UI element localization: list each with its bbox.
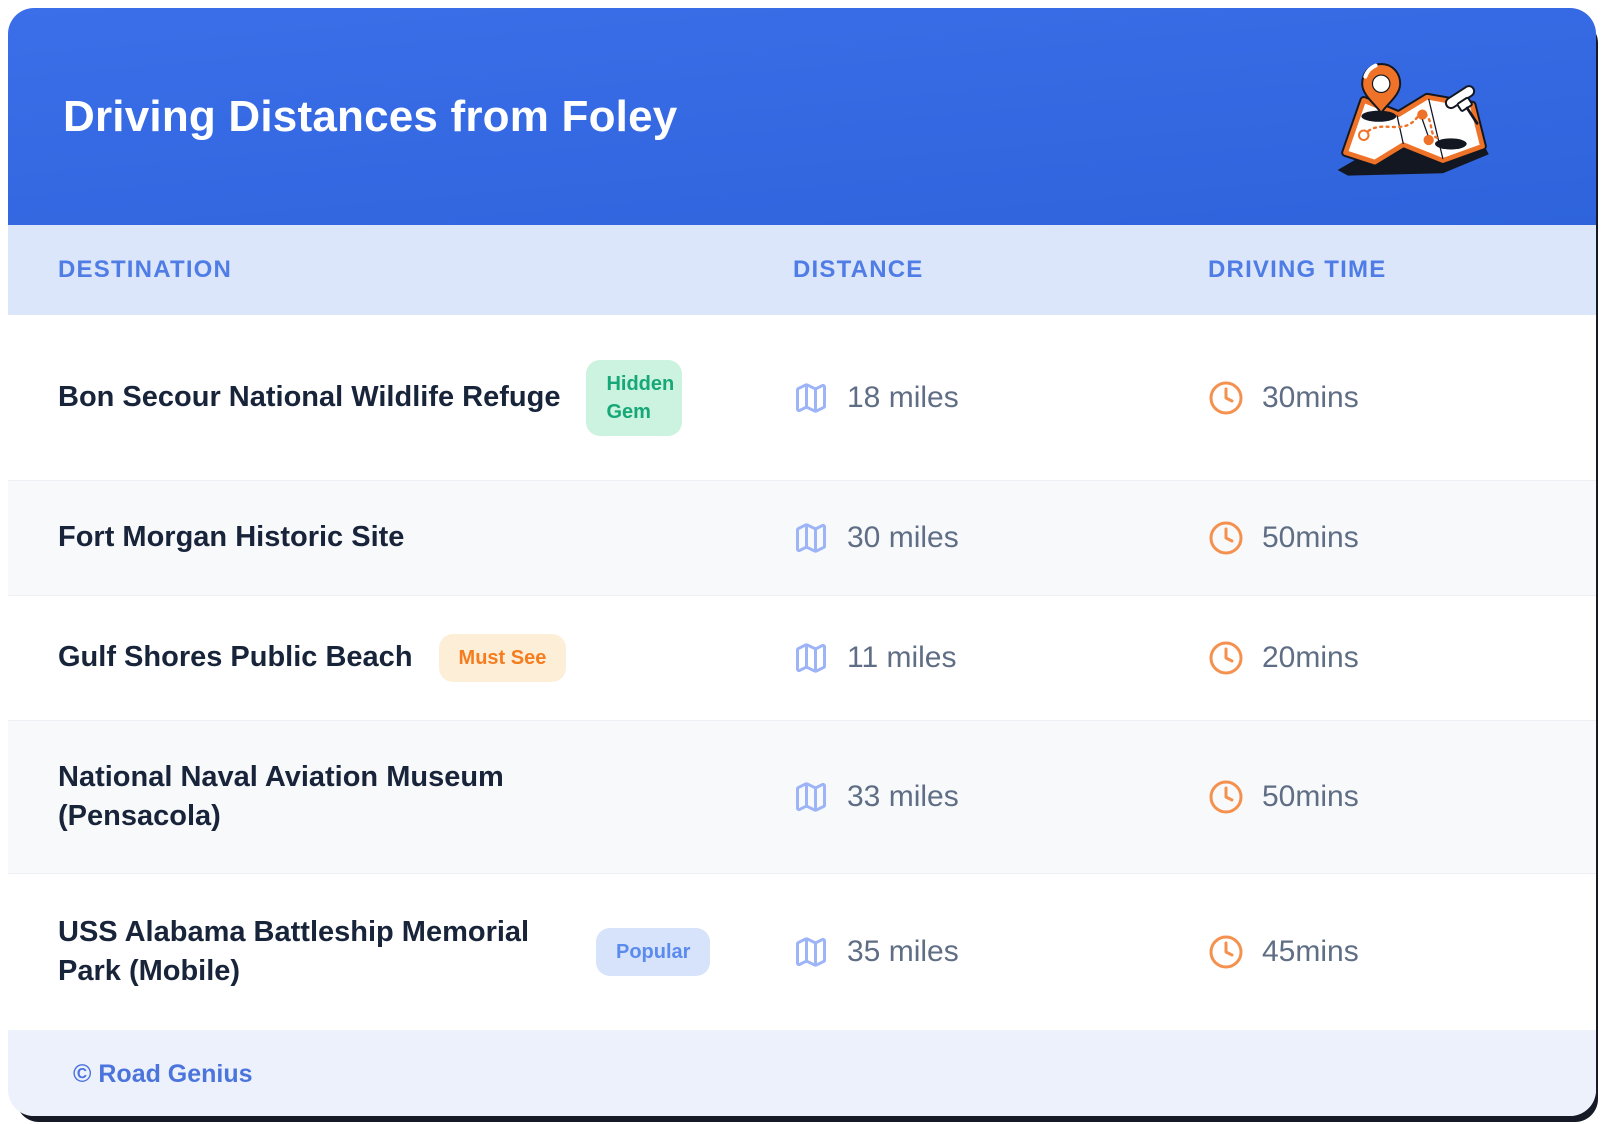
map-icon <box>795 523 827 553</box>
distance-value: 35 miles <box>847 935 959 968</box>
destination-cell: USS Alabama Battleship Memorial Park (Mo… <box>58 913 793 991</box>
table-header-row: Destination Distance Driving Time <box>8 225 1596 315</box>
map-icon <box>795 782 827 812</box>
table-row: USS Alabama Battleship Memorial Park (Mo… <box>8 874 1596 1030</box>
distance-value: 11 miles <box>847 641 957 674</box>
driving-time-value: 30mins <box>1262 380 1359 414</box>
driving-time-cell: 30mins <box>1208 380 1596 416</box>
distance-cell: 18 miles <box>793 380 1208 416</box>
column-header-driving-time: Driving Time <box>1208 256 1387 283</box>
clock-icon <box>1209 780 1243 814</box>
driving-time-value: 20mins <box>1262 641 1359 674</box>
driving-time-cell: 50mins <box>1208 779 1596 815</box>
table-row: Fort Morgan Historic Site 30 miles 50min… <box>8 481 1596 596</box>
card-header: Driving Distances from Foley <box>8 8 1596 225</box>
column-header-destination: Destination <box>58 256 233 283</box>
destination-name: National Naval Aviation Museum (Pensacol… <box>58 760 504 832</box>
driving-time-cell: 45mins <box>1208 934 1596 970</box>
map-icon <box>795 937 827 967</box>
driving-time-cell: 20mins <box>1208 640 1596 676</box>
table-row: National Naval Aviation Museum (Pensacol… <box>8 721 1596 874</box>
driving-time-cell: 50mins <box>1208 520 1596 556</box>
distance-value: 18 miles <box>847 380 959 414</box>
row-badge: Must See <box>438 634 567 682</box>
footer-copyright: © Road Genius <box>73 1060 253 1088</box>
clock-icon <box>1209 935 1243 969</box>
distance-cell: 30 miles <box>793 520 1208 556</box>
table-row: Bon Secour National Wildlife Refuge Hidd… <box>8 315 1596 481</box>
distance-value: 30 miles <box>847 521 959 554</box>
clock-icon <box>1209 641 1243 675</box>
distance-cell: 11 miles <box>793 640 1208 676</box>
map-icon <box>795 382 827 413</box>
row-badge: Popular <box>596 928 711 976</box>
clock-icon <box>1209 521 1243 555</box>
destination-name: USS Alabama Battleship Memorial Park (Mo… <box>58 915 530 987</box>
driving-time-value: 50mins <box>1262 521 1359 554</box>
row-badge: Hidden Gem <box>586 359 683 436</box>
distance-value: 33 miles <box>847 780 959 813</box>
destination-cell: National Naval Aviation Museum (Pensacol… <box>58 758 793 836</box>
card-footer: © Road Genius <box>8 1030 1596 1116</box>
driving-time-value: 50mins <box>1262 780 1359 813</box>
destination-cell: Bon Secour National Wildlife Refuge Hidd… <box>58 359 793 436</box>
driving-distances-card: Driving Distances from Foley <box>8 8 1596 1116</box>
column-header-distance: Distance <box>793 256 924 283</box>
destination-name: Gulf Shores Public Beach <box>58 641 413 674</box>
distance-cell: 35 miles <box>793 934 1208 970</box>
table-body: Bon Secour National Wildlife Refuge Hidd… <box>8 315 1596 1030</box>
page-title: Driving Distances from Foley <box>63 91 678 141</box>
driving-time-value: 45mins <box>1262 935 1359 968</box>
destination-name: Fort Morgan Historic Site <box>58 521 405 554</box>
destination-cell: Gulf Shores Public Beach Must See <box>58 634 793 682</box>
destination-cell: Fort Morgan Historic Site <box>58 518 793 557</box>
distance-cell: 33 miles <box>793 779 1208 815</box>
map-icon <box>795 643 827 673</box>
table-row: Gulf Shores Public Beach Must See 11 mil… <box>8 596 1596 721</box>
destination-name: Bon Secour National Wildlife Refuge <box>58 380 561 413</box>
map-route-illustration <box>1337 62 1489 176</box>
clock-icon <box>1209 381 1243 414</box>
